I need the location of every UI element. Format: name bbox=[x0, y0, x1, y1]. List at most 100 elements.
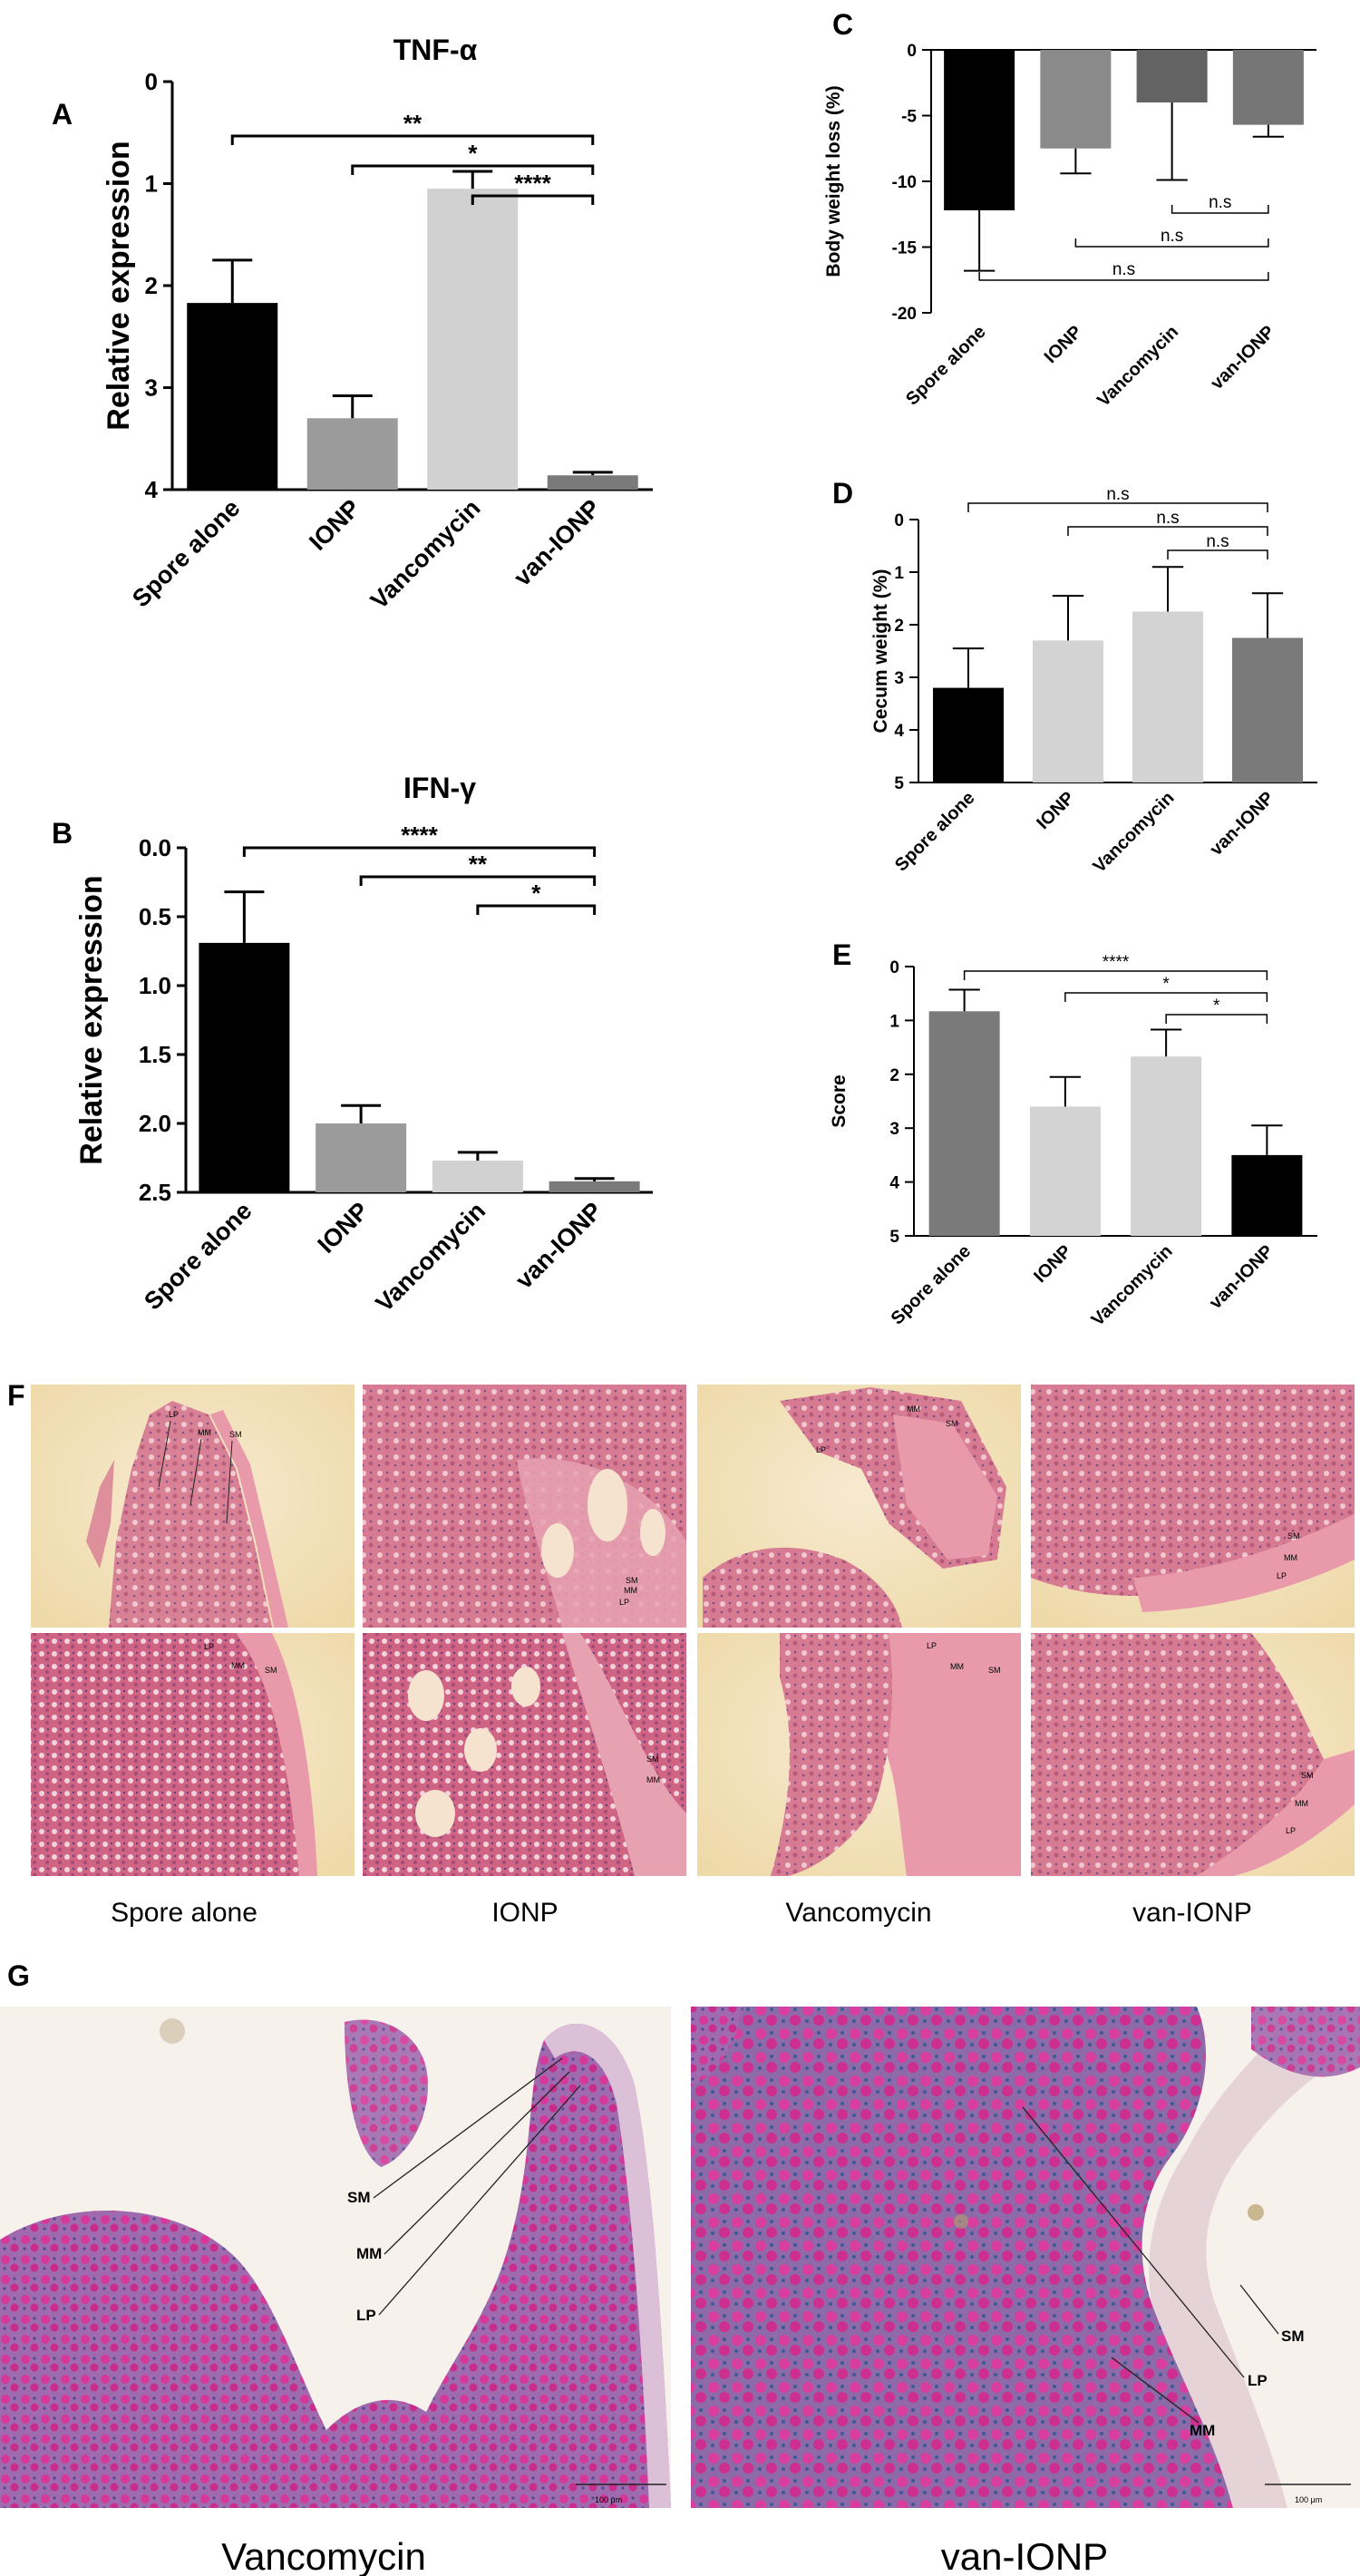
tag-mm-ionp2: MM bbox=[646, 1775, 660, 1784]
pas-tag-sm-vanionp: SM bbox=[1281, 2328, 1305, 2345]
y-axis-label: Relative expression bbox=[74, 875, 109, 1164]
histology-van-ionp-high: SM MM LP bbox=[1031, 1633, 1355, 1876]
significance-label: * bbox=[1162, 975, 1170, 994]
histology-ionp-high: SM MM bbox=[363, 1633, 686, 1876]
y-tick-label: 4 bbox=[889, 1174, 899, 1193]
significance-bracket bbox=[351, 164, 595, 175]
tag-sm-vanionp2: SM bbox=[1301, 1771, 1314, 1780]
tag-sm-ionp: SM bbox=[626, 1576, 638, 1585]
panel-letter-b: B bbox=[52, 817, 73, 850]
bar bbox=[547, 475, 638, 490]
tag-mm: MM bbox=[198, 1428, 211, 1437]
bar bbox=[1029, 1106, 1101, 1236]
tag-lp-spore2: LP bbox=[204, 1642, 214, 1651]
y-tick-label: 0.0 bbox=[139, 834, 171, 861]
significance-label: * bbox=[468, 140, 478, 167]
histology-spore-alone-low: LP MM SM bbox=[31, 1385, 355, 1628]
y-tick-label: 1 bbox=[889, 1012, 899, 1031]
pas-tag-sm-vanc: SM bbox=[347, 2189, 371, 2206]
significance-bracket bbox=[359, 875, 597, 886]
category-label: Spore alone bbox=[888, 1241, 976, 1329]
significance-bracket bbox=[967, 502, 1268, 512]
bar bbox=[1040, 50, 1112, 149]
y-tick-label: 2 bbox=[889, 1066, 899, 1085]
y-axis-label: Body weight loss (%) bbox=[823, 85, 844, 277]
panel-f-histology: LP MM SM SM MM LP LP MM SM bbox=[31, 1385, 1355, 1928]
chart-b: IFN-γ Relative expression 0.0 0.5 1.0 1.5 2.0 2… bbox=[74, 772, 653, 1317]
category-label: van-IONP bbox=[1206, 1241, 1277, 1313]
category-label: van-IONP bbox=[1206, 788, 1277, 860]
significance-bracket bbox=[230, 134, 595, 145]
pas-label-van-ionp: van-IONP bbox=[941, 2535, 1108, 2576]
category-label: Vancomycin bbox=[370, 1197, 491, 1317]
significance-bracket bbox=[1167, 549, 1268, 559]
category-label: Vancomycin bbox=[1093, 322, 1182, 411]
y-tick-label: 1 bbox=[894, 564, 904, 583]
pas-image-vancomycin: SM MM LP 100 μm bbox=[0, 2007, 671, 2508]
y-tick-label: 3 bbox=[145, 374, 158, 402]
significance-label: n.s bbox=[1156, 509, 1179, 528]
category-label: van-IONP bbox=[509, 494, 606, 591]
bar bbox=[199, 942, 290, 1192]
category-label: IONP bbox=[312, 1197, 374, 1259]
histology-vancomycin-low: LP MM SM bbox=[697, 1385, 1021, 1628]
category-label: IONP bbox=[304, 494, 365, 556]
tag-mm-vanionp: MM bbox=[1284, 1553, 1297, 1562]
bar bbox=[427, 189, 519, 490]
panel-letter-g: G bbox=[7, 1959, 30, 1992]
y-tick-label: 1.0 bbox=[139, 972, 171, 999]
tag-mm-vanionp2: MM bbox=[1295, 1799, 1308, 1808]
y-tick-label: -15 bbox=[892, 239, 918, 258]
histology-label-ionp: IONP bbox=[491, 1898, 558, 1928]
bar bbox=[1231, 1154, 1303, 1236]
y-tick-label: 0 bbox=[894, 511, 904, 530]
significance-label: n.s bbox=[1112, 260, 1135, 279]
significance-label: n.s bbox=[1161, 227, 1183, 246]
bar bbox=[432, 1161, 523, 1192]
pas-tag-mm-vanc: MM bbox=[356, 2245, 382, 2262]
chart-title: IFN-γ bbox=[403, 772, 476, 804]
bar bbox=[1232, 50, 1304, 125]
bar bbox=[306, 418, 398, 490]
bar bbox=[1136, 50, 1208, 102]
significance-label: **** bbox=[1103, 953, 1130, 972]
tag-mm-ionp: MM bbox=[624, 1586, 637, 1595]
histology-ionp-low: SM MM LP bbox=[363, 1385, 686, 1628]
tag-lp-vanc: LP bbox=[816, 1445, 826, 1454]
significance-label: * bbox=[531, 880, 541, 907]
pas-tag-lp-vanc: LP bbox=[356, 2307, 376, 2324]
category-label: Vancomycin bbox=[1088, 1241, 1177, 1330]
y-tick-label: 2.5 bbox=[139, 1179, 171, 1206]
category-label: Spore alone bbox=[902, 322, 990, 410]
significance-label: n.s bbox=[1206, 532, 1229, 551]
y-tick-label: 1 bbox=[145, 170, 158, 198]
significance-label: n.s bbox=[1106, 485, 1129, 504]
pas-tag-mm-vanionp: MM bbox=[1190, 2422, 1215, 2439]
bar bbox=[933, 687, 1004, 783]
tag-lp-ionp: LP bbox=[619, 1598, 629, 1607]
tag-lp-vanc2: LP bbox=[927, 1641, 937, 1650]
tag-sm-vanionp: SM bbox=[1287, 1531, 1300, 1541]
significance-bracket bbox=[242, 846, 597, 857]
y-tick-label: 4 bbox=[145, 476, 159, 503]
panel-letter-a: A bbox=[52, 98, 73, 131]
tag-sm-spore2: SM bbox=[265, 1666, 277, 1675]
y-axis-label: Relative expression bbox=[102, 141, 136, 430]
category-label: van-IONP bbox=[1207, 322, 1278, 394]
tag-mm-vanc2: MM bbox=[950, 1662, 964, 1671]
significance-bracket bbox=[471, 194, 595, 205]
y-tick-label: -20 bbox=[892, 305, 917, 324]
y-axis-label: Score bbox=[829, 1074, 850, 1127]
histology-label-van-ionp: van-IONP bbox=[1132, 1898, 1252, 1928]
bar bbox=[928, 1011, 1000, 1236]
y-tick-label: 0 bbox=[907, 42, 917, 61]
histology-van-ionp-low: SM MM LP bbox=[1031, 1385, 1355, 1628]
y-tick-label: 3 bbox=[889, 1120, 899, 1139]
y-tick-label: 0 bbox=[889, 958, 899, 977]
tag-lp-vanionp: LP bbox=[1277, 1571, 1287, 1580]
y-tick-label: 3 bbox=[894, 669, 904, 688]
y-tick-label: 5 bbox=[894, 774, 904, 793]
